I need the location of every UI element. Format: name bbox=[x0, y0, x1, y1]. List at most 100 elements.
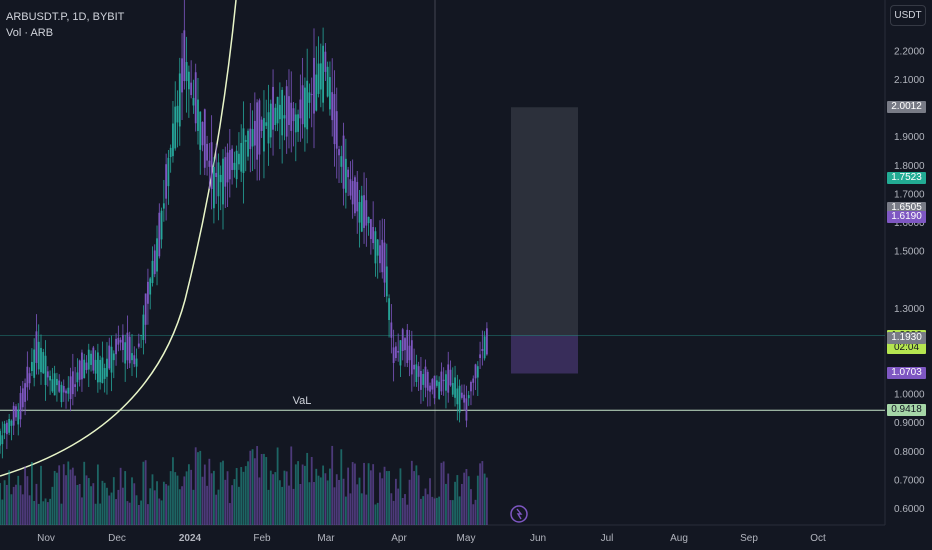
volume-bar bbox=[383, 466, 386, 525]
candle-body bbox=[51, 379, 54, 392]
candle-body bbox=[470, 381, 472, 392]
candle-body bbox=[1, 435, 4, 445]
candle-body bbox=[153, 250, 156, 275]
candle-body bbox=[228, 150, 231, 180]
volume-bar bbox=[465, 469, 468, 525]
candle-body bbox=[335, 111, 338, 149]
volume-bar bbox=[1, 499, 4, 525]
curved-arc bbox=[0, 0, 237, 477]
x-tick-label: Apr bbox=[391, 533, 407, 544]
candle-body bbox=[210, 142, 213, 190]
volume-bar bbox=[110, 492, 113, 525]
price-tag: 1.6505 bbox=[887, 201, 926, 214]
candle-body bbox=[253, 120, 256, 146]
candle-body bbox=[290, 102, 293, 131]
candle-body bbox=[21, 388, 24, 408]
candle-body bbox=[37, 341, 40, 370]
candle-body bbox=[442, 379, 445, 382]
volume-bar bbox=[33, 500, 36, 525]
candle-body bbox=[395, 346, 397, 359]
volume-bar bbox=[217, 489, 220, 525]
volume-bar bbox=[76, 485, 79, 525]
candle-body bbox=[190, 82, 193, 96]
volume-bar bbox=[5, 484, 8, 525]
volume-bar bbox=[315, 468, 318, 525]
volume-bar bbox=[340, 449, 343, 525]
volume-bar bbox=[194, 447, 197, 525]
volume-bar bbox=[21, 494, 24, 525]
candle-body bbox=[140, 334, 142, 336]
volume-bar bbox=[376, 502, 379, 525]
candle-body bbox=[126, 332, 129, 361]
candle-body bbox=[415, 364, 418, 382]
candle-body bbox=[458, 385, 461, 413]
candle-body bbox=[124, 342, 127, 364]
candle-body bbox=[244, 140, 247, 142]
candle-body bbox=[15, 406, 17, 418]
x-tick-label: Oct bbox=[810, 533, 826, 544]
volume-bar bbox=[479, 463, 481, 525]
volume-bar bbox=[476, 475, 479, 525]
volume-bar bbox=[158, 498, 161, 525]
volume-bar bbox=[149, 488, 152, 525]
candle-body bbox=[122, 334, 124, 351]
candle-body bbox=[187, 71, 190, 90]
volume-bar bbox=[85, 475, 88, 525]
candle-body bbox=[447, 364, 450, 393]
candle-body bbox=[438, 381, 441, 399]
volume-bar bbox=[338, 479, 340, 525]
candle-body bbox=[292, 108, 295, 122]
volume-bar bbox=[83, 461, 86, 525]
candle-body bbox=[410, 340, 413, 375]
x-tick-label: Feb bbox=[253, 533, 271, 544]
candle-body bbox=[454, 377, 456, 398]
candle-body bbox=[456, 388, 459, 405]
volume-bar bbox=[142, 461, 145, 525]
volume-bar bbox=[81, 497, 83, 525]
candle-body bbox=[238, 153, 240, 165]
candle-body bbox=[115, 338, 117, 355]
candle-body bbox=[117, 337, 120, 345]
volume-bar bbox=[304, 465, 306, 525]
candle-body bbox=[160, 210, 163, 240]
x-tick-label: Dec bbox=[108, 533, 126, 544]
candle-body bbox=[85, 362, 88, 371]
volume-bar bbox=[69, 469, 72, 525]
volume-bar bbox=[231, 485, 233, 525]
candle-body bbox=[317, 63, 320, 94]
volume-bar bbox=[108, 495, 111, 525]
candle-body bbox=[172, 123, 174, 157]
candle-body bbox=[476, 366, 479, 378]
candle-body bbox=[365, 200, 368, 226]
volume-bar bbox=[49, 498, 51, 525]
candle-body bbox=[360, 195, 363, 232]
volume-bar bbox=[406, 504, 409, 525]
candle-body bbox=[472, 378, 475, 383]
volume-bar bbox=[249, 450, 252, 525]
candle-body bbox=[71, 371, 74, 395]
volume-bar bbox=[435, 497, 438, 525]
currency-button[interactable]: USDT bbox=[890, 5, 926, 26]
y-tick-label: 0.9000 bbox=[894, 418, 925, 429]
candle-body bbox=[451, 383, 454, 395]
candle-body bbox=[413, 364, 415, 370]
candle-body bbox=[31, 361, 33, 372]
candle-body bbox=[256, 102, 259, 160]
candle-body bbox=[331, 92, 334, 121]
candle-body bbox=[474, 364, 477, 379]
candle-body bbox=[215, 172, 218, 177]
volume-bar bbox=[438, 496, 441, 525]
volume-label[interactable]: Vol · ARB bbox=[6, 27, 54, 39]
y-tick-label: 0.8000 bbox=[894, 447, 925, 458]
candle-body bbox=[240, 142, 243, 172]
symbol-title[interactable]: ARBUSDT.P, 1D, BYBIT bbox=[6, 11, 125, 23]
target-zone bbox=[511, 107, 578, 336]
candle-body bbox=[467, 395, 470, 399]
volume-bar bbox=[447, 473, 450, 525]
candle-body bbox=[408, 345, 411, 361]
volume-bar bbox=[17, 475, 20, 525]
candle-body bbox=[297, 114, 299, 132]
volume-bar bbox=[169, 471, 172, 525]
candle-body bbox=[258, 100, 261, 155]
